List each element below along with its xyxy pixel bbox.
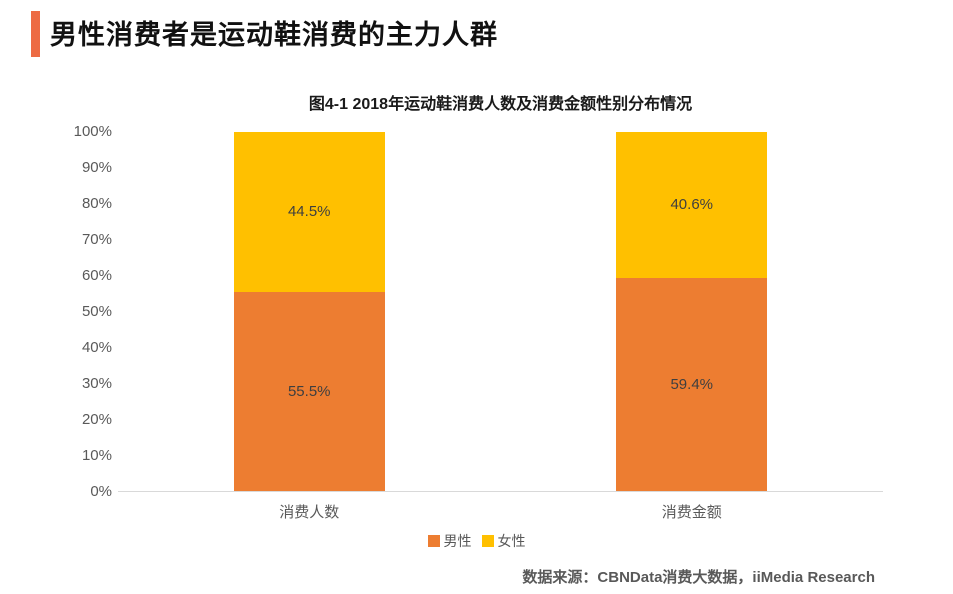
header-accent-bar: [31, 11, 40, 57]
legend-label: 男性: [443, 533, 472, 549]
legend: 男性 女性: [0, 531, 953, 551]
chart-title: 图4-1 2018年运动鞋消费人数及消费金额性别分布情况: [308, 96, 693, 113]
data-label: 44.5%: [287, 203, 331, 221]
bar-segment-female: 40.6%: [616, 132, 768, 278]
bar-segment-male: 55.5%: [233, 291, 385, 491]
y-axis-tick-label: 30%: [81, 375, 112, 392]
legend-swatch-male: [427, 535, 440, 547]
stacked-bar-1: 44.5% 55.5%: [233, 132, 385, 491]
x-axis-category-label: 消费人数: [279, 504, 340, 521]
legend-swatch-female: [481, 535, 494, 547]
data-source: 数据来源：CBNData消费大数据，iiMedia Research: [522, 569, 875, 586]
y-axis-tick-label: 90%: [81, 159, 112, 176]
data-label: 59.4%: [670, 375, 714, 393]
y-axis-tick-label: 40%: [81, 339, 112, 356]
y-axis-tick-label: 80%: [81, 195, 112, 212]
y-axis-tick-label: 0%: [90, 483, 112, 500]
legend-item-male: 男性: [427, 531, 472, 551]
y-axis-tick-label: 70%: [81, 231, 112, 248]
y-axis-tick-label: 60%: [81, 267, 112, 284]
y-axis-tick-label: 50%: [81, 303, 112, 320]
bar-segment-male: 59.4%: [616, 277, 768, 491]
bar-segment-female: 44.5%: [233, 132, 385, 292]
plot-area: 44.5% 55.5% 消费人数 40.6% 59.4% 消费金额: [118, 132, 883, 521]
x-axis-category-label: 消费金额: [661, 504, 722, 521]
y-axis-tick-label: 10%: [81, 447, 112, 464]
legend-label: 女性: [497, 533, 526, 549]
y-axis-tick-label: 20%: [81, 411, 112, 428]
stacked-bar-2: 40.6% 59.4%: [616, 132, 768, 491]
data-label: 55.5%: [287, 382, 331, 400]
page-title: 男性消费者是运动鞋消费的主力人群: [50, 20, 498, 50]
data-label: 40.6%: [670, 196, 714, 214]
legend-item-female: 女性: [481, 531, 526, 551]
y-axis-tick-label: 100%: [73, 123, 112, 140]
y-axis: 0% 10% 20% 30% 40% 50% 60% 70% 80% 90% 100%: [0, 123, 112, 500]
